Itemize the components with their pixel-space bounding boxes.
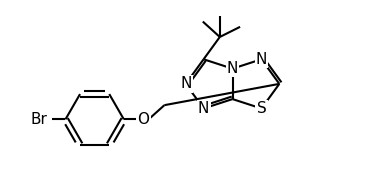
Text: N: N bbox=[198, 101, 209, 116]
Text: O: O bbox=[137, 112, 149, 127]
Text: S: S bbox=[256, 101, 266, 116]
Text: N: N bbox=[180, 76, 191, 91]
Text: Br: Br bbox=[31, 112, 48, 127]
Text: N: N bbox=[227, 61, 238, 76]
Text: N: N bbox=[256, 52, 267, 67]
